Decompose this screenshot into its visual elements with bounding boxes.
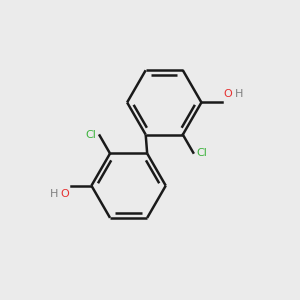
- Text: Cl: Cl: [86, 130, 97, 140]
- Text: H: H: [50, 189, 58, 199]
- Text: Cl: Cl: [196, 148, 207, 158]
- Text: O: O: [224, 89, 233, 100]
- Text: H: H: [235, 89, 243, 100]
- Text: O: O: [60, 189, 69, 199]
